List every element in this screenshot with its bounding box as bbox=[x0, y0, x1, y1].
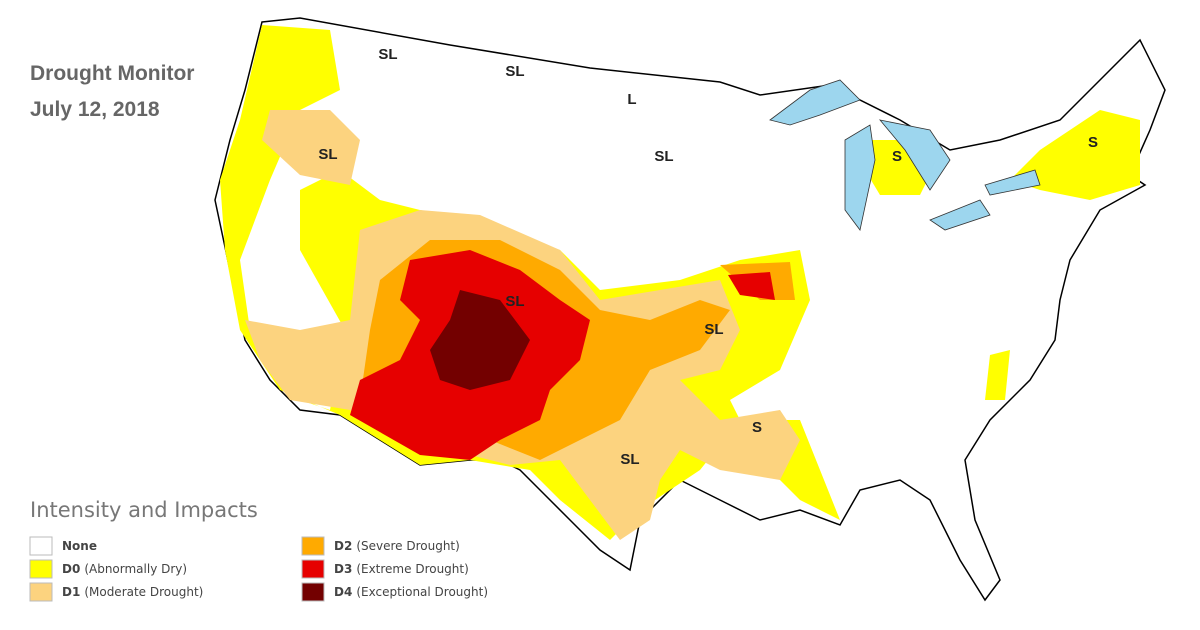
legend-swatch bbox=[29, 536, 53, 556]
legend-swatch bbox=[301, 536, 325, 556]
legend-swatch bbox=[301, 559, 325, 579]
legend-label: D3 (Extreme Drought) bbox=[334, 562, 469, 576]
legend-code: None bbox=[62, 539, 97, 553]
legend-label: D2 (Severe Drought) bbox=[334, 539, 460, 553]
lakes bbox=[769, 79, 1041, 231]
d4-area bbox=[430, 290, 530, 390]
map-label: L bbox=[627, 91, 636, 108]
legend-label: D4 (Exceptional Drought) bbox=[334, 585, 488, 599]
legend-description: (Extreme Drought) bbox=[356, 562, 468, 576]
legend-code: D1 bbox=[62, 585, 80, 599]
map-label: SL bbox=[378, 46, 397, 63]
d0-area bbox=[865, 140, 930, 195]
lake bbox=[878, 119, 951, 191]
legend-swatch bbox=[29, 559, 53, 579]
legend-code: D2 bbox=[334, 539, 352, 553]
map-label: S bbox=[892, 148, 902, 165]
map-labels: SL SL L SL SL S S SL SL S SL bbox=[318, 46, 1098, 468]
lake bbox=[769, 79, 861, 126]
title: Drought Monitor bbox=[30, 62, 194, 85]
legend-description: (Abnormally Dry) bbox=[84, 562, 187, 576]
map-label: SL bbox=[620, 451, 639, 468]
map-label: S bbox=[752, 419, 762, 436]
lake bbox=[844, 124, 876, 231]
legend-label: D0 (Abnormally Dry) bbox=[62, 562, 187, 576]
legend-swatch bbox=[301, 582, 325, 602]
legend-code: D4 bbox=[334, 585, 352, 599]
legend-description: (Severe Drought) bbox=[356, 539, 460, 553]
legend-code: D3 bbox=[334, 562, 352, 576]
lake bbox=[929, 199, 991, 231]
d0-area bbox=[1010, 110, 1140, 200]
legend-description: (Moderate Drought) bbox=[84, 585, 203, 599]
d3-area bbox=[728, 272, 775, 300]
map-label: SL bbox=[505, 63, 524, 80]
map-label: SL bbox=[654, 148, 673, 165]
map-label: SL bbox=[318, 146, 337, 163]
legend-label: None bbox=[62, 539, 97, 553]
legend-title: Intensity and Impacts bbox=[30, 498, 258, 522]
d1-area bbox=[262, 110, 360, 185]
legend-label: D1 (Moderate Drought) bbox=[62, 585, 203, 599]
drought-areas bbox=[220, 25, 1140, 540]
map-label: SL bbox=[704, 321, 723, 338]
d0-area bbox=[985, 350, 1010, 400]
lake bbox=[984, 169, 1041, 196]
legend: None D0 (Abnormally Dry) D1 (Moderate Drough… bbox=[29, 536, 488, 602]
date: July 12, 2018 bbox=[30, 98, 160, 121]
legend-code: D0 bbox=[62, 562, 80, 576]
map: SL SL L SL SL S S SL SL S SL bbox=[214, 17, 1166, 602]
map-label: SL bbox=[505, 293, 524, 310]
map-label: S bbox=[1088, 134, 1098, 151]
legend-description: (Exceptional Drought) bbox=[356, 585, 488, 599]
legend-swatch bbox=[29, 582, 53, 602]
